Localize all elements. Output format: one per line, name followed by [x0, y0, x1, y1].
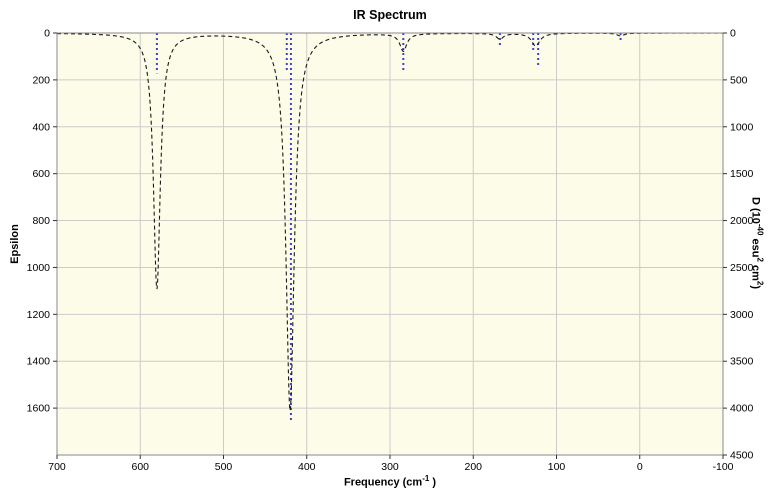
left-tick-label: 800 [32, 215, 50, 227]
right-tick-label: 3500 [730, 356, 754, 368]
x-axis-label-sup: -1 [422, 474, 430, 483]
left-tick-label: 400 [32, 121, 50, 133]
left-tick-label: 600 [32, 168, 50, 180]
chart-title: IR Spectrum [353, 8, 427, 22]
left-tick-label: 200 [32, 74, 50, 86]
right-axis-label-text: cm [749, 261, 762, 281]
right-axis-label-sup: -40 [755, 223, 765, 236]
right-axis-label-text: esu [749, 235, 762, 258]
x-tick-label: 200 [464, 461, 482, 473]
x-tick-label: 300 [381, 461, 399, 473]
left-tick-label: 1400 [27, 356, 51, 368]
left-tick-label: 1000 [27, 262, 51, 274]
right-tick-label: 500 [730, 74, 748, 86]
right-tick-label: 3000 [730, 309, 754, 321]
right-axis-label: D (10-40 esu2 cm2) [750, 197, 765, 289]
x-tick-label: 600 [131, 461, 149, 473]
left-tick-label: 0 [44, 28, 50, 40]
right-tick-label: 1500 [730, 168, 754, 180]
x-axis-label: Frequency (cm-1 ) [57, 474, 723, 489]
right-tick-label: 2000 [730, 215, 754, 227]
x-tick-label: 700 [48, 461, 66, 473]
left-tick-label: 1200 [27, 309, 51, 321]
right-axis-label-text: ) [749, 285, 762, 290]
x-tick-label: -100 [712, 461, 733, 473]
x-tick-label: 400 [298, 461, 316, 473]
right-tick-label: 1000 [730, 121, 754, 133]
right-tick-label: 4500 [730, 450, 754, 462]
x-axis-label-text: Frequency (cm [343, 476, 423, 489]
x-tick-label: 100 [548, 461, 566, 473]
left-tick-label: 1600 [27, 403, 51, 415]
x-tick-label: 0 [637, 461, 643, 473]
x-axis-label-close: ) [429, 476, 437, 489]
x-tick-label: 500 [215, 461, 233, 473]
left-axis-label: Epsilon [9, 224, 21, 264]
epsilon-curve [56, 32, 723, 411]
right-tick-label: 4000 [730, 403, 754, 415]
right-axis-label-text: D (10 [749, 196, 762, 224]
right-tick-label: 0 [730, 28, 736, 40]
right-tick-label: 2500 [730, 262, 754, 274]
